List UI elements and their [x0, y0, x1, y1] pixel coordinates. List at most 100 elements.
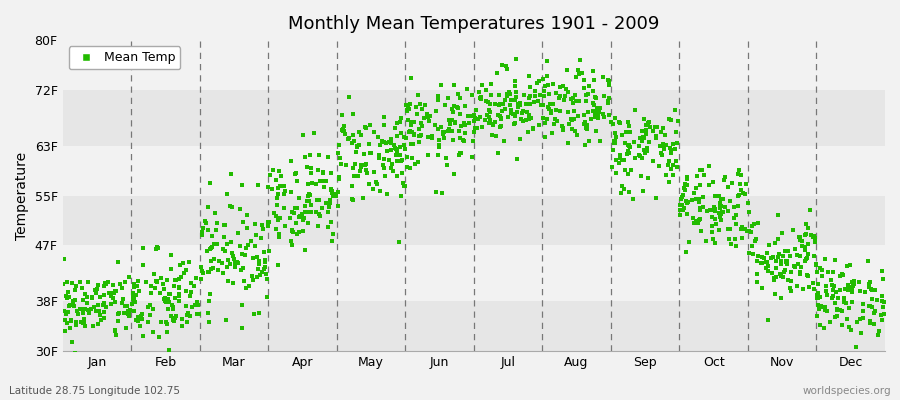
Point [357, 151, 372, 157]
Point [251, 182, 266, 188]
Point [276, 183, 291, 189]
Point [440, 94, 454, 101]
Point [391, 158, 405, 164]
Point [151, 244, 166, 251]
Point [407, 131, 421, 138]
Point [342, 93, 356, 100]
Point [847, 278, 861, 284]
Point [406, 141, 420, 147]
Point [653, 143, 668, 149]
Point [746, 250, 760, 257]
Point [504, 110, 518, 116]
Point [863, 278, 878, 285]
Point [716, 208, 730, 215]
Point [66, 299, 80, 305]
Point [872, 328, 886, 335]
Point [484, 80, 499, 87]
Point [814, 273, 829, 279]
Point [634, 134, 649, 141]
Point [242, 283, 256, 289]
Point [780, 260, 795, 267]
Point [488, 100, 502, 107]
Point [122, 274, 136, 280]
Point [615, 183, 629, 189]
Point [465, 113, 480, 120]
Point [614, 190, 628, 196]
Legend: Mean Temp: Mean Temp [68, 46, 180, 69]
Point [809, 268, 824, 275]
Point [544, 110, 559, 116]
Point [589, 94, 603, 101]
Point [443, 120, 457, 127]
Point [59, 320, 74, 326]
Point [235, 302, 249, 308]
Point [839, 300, 853, 306]
Point [715, 209, 729, 216]
Point [257, 264, 272, 270]
Point [780, 276, 795, 283]
Point [634, 172, 648, 179]
Point [801, 225, 815, 231]
Bar [62, 245, 885, 301]
Point [470, 124, 484, 131]
Point [508, 83, 522, 89]
Point [304, 202, 319, 208]
Point [743, 228, 758, 235]
Point [392, 144, 407, 150]
Point [149, 244, 164, 250]
Point [639, 122, 653, 128]
Point [694, 228, 708, 234]
Point [679, 198, 693, 205]
Point [693, 182, 707, 189]
Point [507, 121, 521, 127]
Point [765, 254, 779, 261]
Point [108, 328, 122, 335]
Point [479, 87, 493, 93]
Point [405, 129, 419, 135]
Point [178, 303, 193, 310]
Point [212, 257, 226, 264]
Point [824, 295, 839, 302]
Point [649, 133, 663, 139]
Point [486, 122, 500, 129]
Point [870, 296, 885, 303]
Point [495, 108, 509, 114]
Point [597, 93, 611, 100]
Point [485, 132, 500, 138]
Point [502, 102, 517, 109]
Point [842, 324, 856, 331]
Point [526, 125, 540, 132]
Point [80, 300, 94, 306]
Point [713, 201, 727, 208]
Point [845, 278, 859, 285]
Point [417, 115, 431, 122]
Point [580, 122, 595, 128]
Point [621, 118, 635, 125]
Point [597, 114, 611, 120]
Point [608, 138, 623, 144]
Point [601, 78, 616, 84]
Point [142, 312, 157, 319]
Point [204, 233, 219, 240]
Point [863, 318, 878, 324]
Point [454, 150, 468, 156]
Point [617, 167, 632, 173]
Point [446, 128, 460, 134]
Point [578, 142, 592, 148]
Point [536, 93, 551, 99]
Point [862, 318, 877, 325]
Point [441, 128, 455, 134]
Point [871, 332, 886, 338]
Point [127, 294, 141, 300]
Point [714, 216, 728, 223]
Point [366, 129, 381, 135]
Point [61, 294, 76, 300]
Point [332, 142, 347, 148]
Point [590, 110, 604, 116]
Point [161, 296, 176, 303]
Point [767, 277, 781, 284]
Point [326, 230, 340, 237]
Point [834, 270, 849, 277]
Point [853, 330, 868, 336]
Point [572, 71, 586, 77]
